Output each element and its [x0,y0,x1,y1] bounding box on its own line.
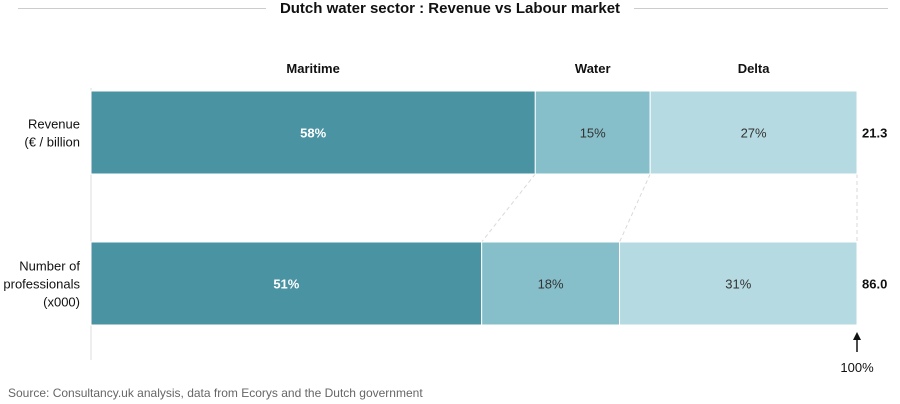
bar-delta-0 [649,90,858,175]
legend-water: Water [575,61,611,76]
category-label: Revenue [28,117,80,132]
legend-maritime: Maritime [286,61,339,76]
bar-water-1 [481,241,621,326]
bar-maritime-1 [90,241,483,326]
legend-delta: Delta [738,61,771,76]
end-marker-label: 100% [840,360,874,375]
data-label: 27% [741,126,767,141]
data-label: 58% [300,126,326,141]
data-label: 15% [580,126,606,141]
category-label: (x000) [43,295,80,310]
bar-maritime-0 [90,90,536,175]
connector-line [481,173,536,243]
category-label: Number of [19,259,80,274]
data-label: 51% [273,277,299,292]
total-label: 86.0 [862,277,887,292]
category-label: (€ / billion [24,135,80,150]
total-label: 21.3 [862,126,887,141]
bar-water-0 [534,90,651,175]
connector-line [619,173,651,243]
end-marker-arrowhead [853,332,861,340]
bar-delta-1 [619,241,858,326]
data-label: 31% [725,277,751,292]
chart-title: Dutch water sector : Revenue vs Labour m… [0,0,900,18]
chart-title-text: Dutch water sector : Revenue vs Labour m… [265,0,635,17]
category-label: professionals [3,277,80,292]
data-label: 18% [538,277,564,292]
source-note: Source: Consultancy.uk analysis, data fr… [8,386,423,400]
